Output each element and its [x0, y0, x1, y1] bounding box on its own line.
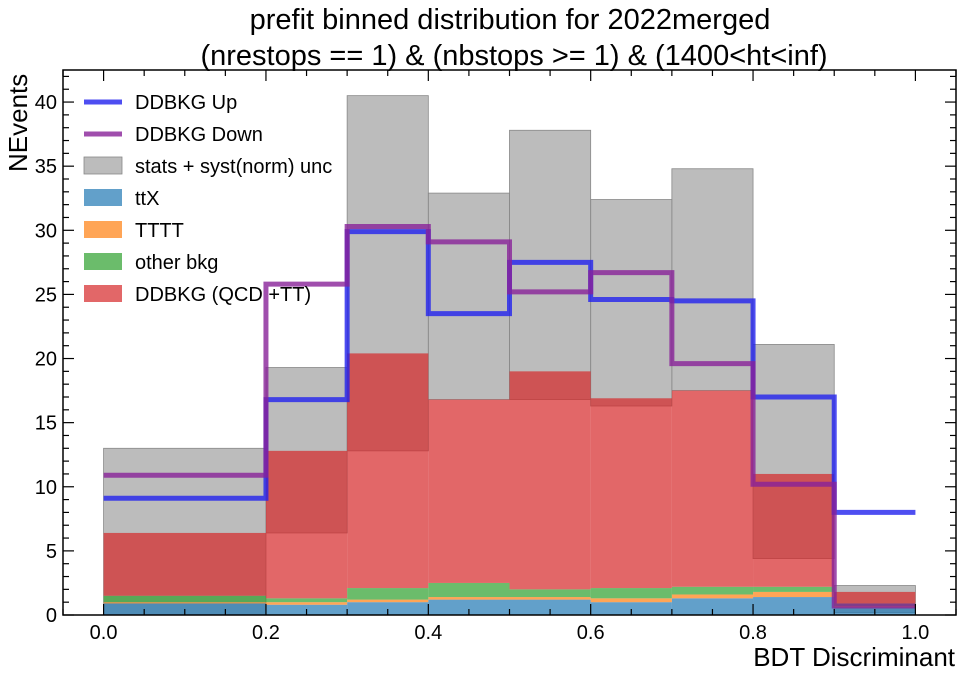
- step-line-ddbkg-up: [103, 229, 916, 515]
- y-tick-label: 5: [46, 541, 57, 563]
- bar-ddbkg-qcd-tt-bin-4: [509, 371, 591, 590]
- uncertainty-bin-4: [509, 129, 592, 400]
- x-tick-label: 1.0: [902, 622, 930, 644]
- bar-other-bkg-bin-3: [428, 582, 510, 598]
- bar-other-bkg-bin-0: [103, 595, 266, 603]
- bar-ttx-bin-7: [753, 597, 835, 615]
- uncertainty-bin-3: [427, 192, 510, 400]
- chart-title-line-1: prefit binned distribution for 2022merge…: [250, 4, 771, 36]
- legend-swatch: [84, 285, 122, 302]
- bar-ttx-bin-4: [509, 599, 591, 615]
- bar-other-bkg-bin-7: [753, 586, 835, 592]
- legend-swatch: [84, 189, 122, 206]
- bar-tttt-bin-2: [347, 599, 429, 603]
- bar-ddbkg-qcd-tt-bin-2: [347, 353, 429, 589]
- bar-tttt-bin-1: [265, 602, 348, 605]
- bar-other-bkg-bin-2: [347, 588, 429, 600]
- bar-tttt-bin-4: [509, 597, 591, 600]
- x-tick-label: 0.8: [739, 622, 767, 644]
- legend-label: TTTT: [135, 220, 184, 242]
- axis-tick-labels: 0.0 0.2 0.4 0.6 0.8 1.0 0 5 10 15 20 25 30 35 40: [35, 92, 930, 644]
- bar-ttx-bin-2: [347, 602, 429, 615]
- bar-other-bkg-bin-5: [590, 588, 672, 599]
- bar-ddbkg-qcd-tt-bin-0: [103, 532, 266, 596]
- step-line-ddbkg-down: [103, 223, 916, 609]
- legend-swatch: [84, 253, 122, 270]
- legend-label: other bkg: [135, 252, 218, 274]
- bar-tttt-bin-7: [753, 591, 835, 598]
- legend-item-stats-syst-norm-unc: stats + syst(norm) unc: [83, 156, 332, 178]
- y-tick-label: 30: [35, 220, 57, 242]
- bar-other-bkg-bin-4: [509, 589, 591, 598]
- bar-tttt-bin-5: [590, 598, 672, 603]
- y-tick-label: 20: [35, 349, 57, 371]
- legend-swatch: [83, 156, 123, 175]
- chart-title: prefit binned distribution for 2022merge…: [200, 4, 827, 72]
- uncertainty-bin-6: [671, 168, 754, 391]
- legend-item-tttt: TTTT: [84, 220, 184, 242]
- bar-ttx-bin-6: [671, 598, 754, 615]
- y-tick-label: 35: [35, 156, 57, 178]
- y-tick-label: 15: [35, 413, 57, 435]
- bar-ddbkg-qcd-tt-bin-3: [428, 399, 510, 583]
- bar-tttt-bin-6: [671, 594, 754, 599]
- y-tick-label: 40: [35, 92, 57, 114]
- bar-ddbkg-qcd-tt-bin-8: [834, 591, 916, 604]
- legend-item-ddbkg-up: DDBKG Up: [84, 92, 237, 114]
- y-tick-label: 25: [35, 284, 57, 306]
- x-axis-label: BDT Discriminant: [753, 642, 956, 672]
- chart-title-line-2: (nrestops == 1) & (nbstops >= 1) & (1400…: [200, 40, 827, 72]
- x-tick-label: 0.0: [90, 622, 118, 644]
- uncertainty-bin-5: [590, 199, 673, 407]
- legend-label: stats + syst(norm) unc: [135, 156, 332, 178]
- y-axis-label: NEvents: [3, 74, 33, 172]
- bar-ddbkg-qcd-tt-bin-6: [671, 390, 754, 587]
- legend: DDBKG Up DDBKG Down stats + syst(norm) unc…: [83, 92, 332, 306]
- bar-other-bkg-bin-1: [265, 598, 348, 603]
- bar-ddbkg-qcd-tt-bin-7: [753, 473, 835, 587]
- bar-tttt-bin-3: [428, 597, 510, 600]
- legend-item-ddbkg-down: DDBKG Down: [84, 124, 263, 146]
- legend-item-other-bkg: other bkg: [84, 252, 218, 274]
- y-tick-label: 0: [46, 605, 57, 627]
- axis-ticks: [62, 70, 957, 616]
- legend-label: DDBKG Up: [135, 92, 237, 114]
- x-tick-label: 0.4: [414, 622, 442, 644]
- bar-tttt-bin-0: [103, 602, 266, 604]
- bar-ddbkg-qcd-tt-bin-1: [265, 450, 348, 599]
- x-tick-label: 0.6: [577, 622, 605, 644]
- bar-ddbkg-qcd-tt-bin-5: [590, 398, 672, 589]
- bar-other-bkg-bin-6: [671, 586, 754, 595]
- bar-ttx-bin-5: [590, 602, 672, 615]
- legend-label: DDBKG (QCD +TT): [135, 284, 311, 306]
- legend-item-ttx: ttX: [84, 188, 159, 210]
- x-tick-label: 0.2: [252, 622, 280, 644]
- step-line-layer: [103, 223, 916, 609]
- legend-label: ttX: [135, 188, 159, 210]
- legend-label: DDBKG Down: [135, 124, 263, 146]
- stacked-histogram-layer: [103, 353, 916, 615]
- y-tick-label: 10: [35, 477, 57, 499]
- bar-ttx-bin-3: [428, 599, 510, 615]
- legend-item-ddbkg-qcd-tt: DDBKG (QCD +TT): [84, 284, 311, 306]
- legend-swatch: [84, 221, 122, 238]
